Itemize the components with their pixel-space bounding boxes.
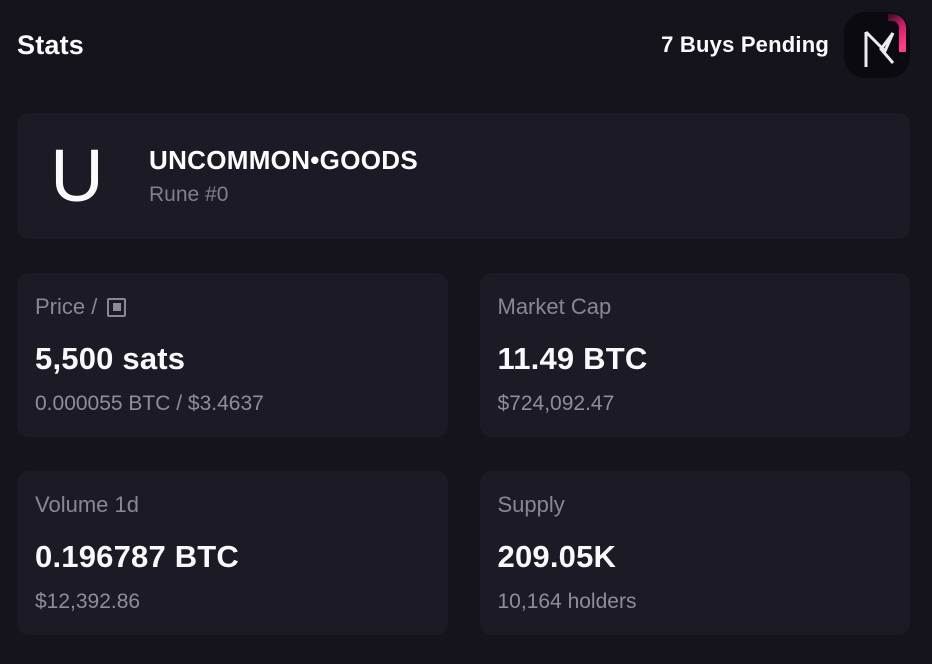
stat-value-volume-1d: 0.196787 BTC [35,539,240,574]
stat-label-supply: Supply [497,492,565,517]
rune-title-block: UNCOMMON•GOODS Rune #0 [149,145,418,207]
stat-card-price: Price / 5,500 sats 0.000055 BTC / $3.463… [17,273,448,437]
stat-sub-price: 0.000055 BTC / $3.4637 [35,392,264,415]
rune-number: Rune #0 [149,183,229,206]
stat-card-supply: Supply 209.05K 10,164 holders [479,471,910,635]
stat-card-market-cap: Market Cap 11.49 BTC $724,092.47 [479,273,910,437]
stat-value-market-cap: 11.49 BTC [497,341,648,376]
stat-value-price: 5,500 sats [35,341,186,376]
top-bar: Stats 7 Buys Pending [17,0,910,78]
stat-sub-supply: 10,164 holders [497,590,637,613]
magic-eden-logo-art [864,14,906,67]
page-title: Stats [17,29,85,60]
stat-value-supply: 209.05K [497,539,617,574]
pending-buys-button[interactable]: 7 Buys Pending [661,32,829,57]
sats-unit-icon [107,297,127,317]
stat-label-market-cap: Market Cap [497,294,612,319]
stat-sub-volume-1d: $12,392.86 [35,590,141,613]
stats-grid: Price / 5,500 sats 0.000055 BTC / $3.463… [17,273,910,635]
stat-card-volume-1d: Volume 1d 0.196787 BTC $12,392.86 [17,471,448,635]
magic-eden-logo-icon[interactable] [844,12,910,78]
top-bar-right: 7 Buys Pending [661,12,910,78]
stat-sub-market-cap: $724,092.47 [497,392,615,415]
rune-avatar: U [50,134,104,217]
rune-header-card: U UNCOMMON•GOODS Rune #0 [17,113,910,239]
stat-label-price: Price / [35,294,430,320]
rune-name: UNCOMMON•GOODS [149,145,418,175]
stats-panel: Stats 7 Buys Pending [17,0,910,635]
stat-label-price-text: Price / [35,294,98,319]
stat-label-volume-1d: Volume 1d [35,492,139,517]
